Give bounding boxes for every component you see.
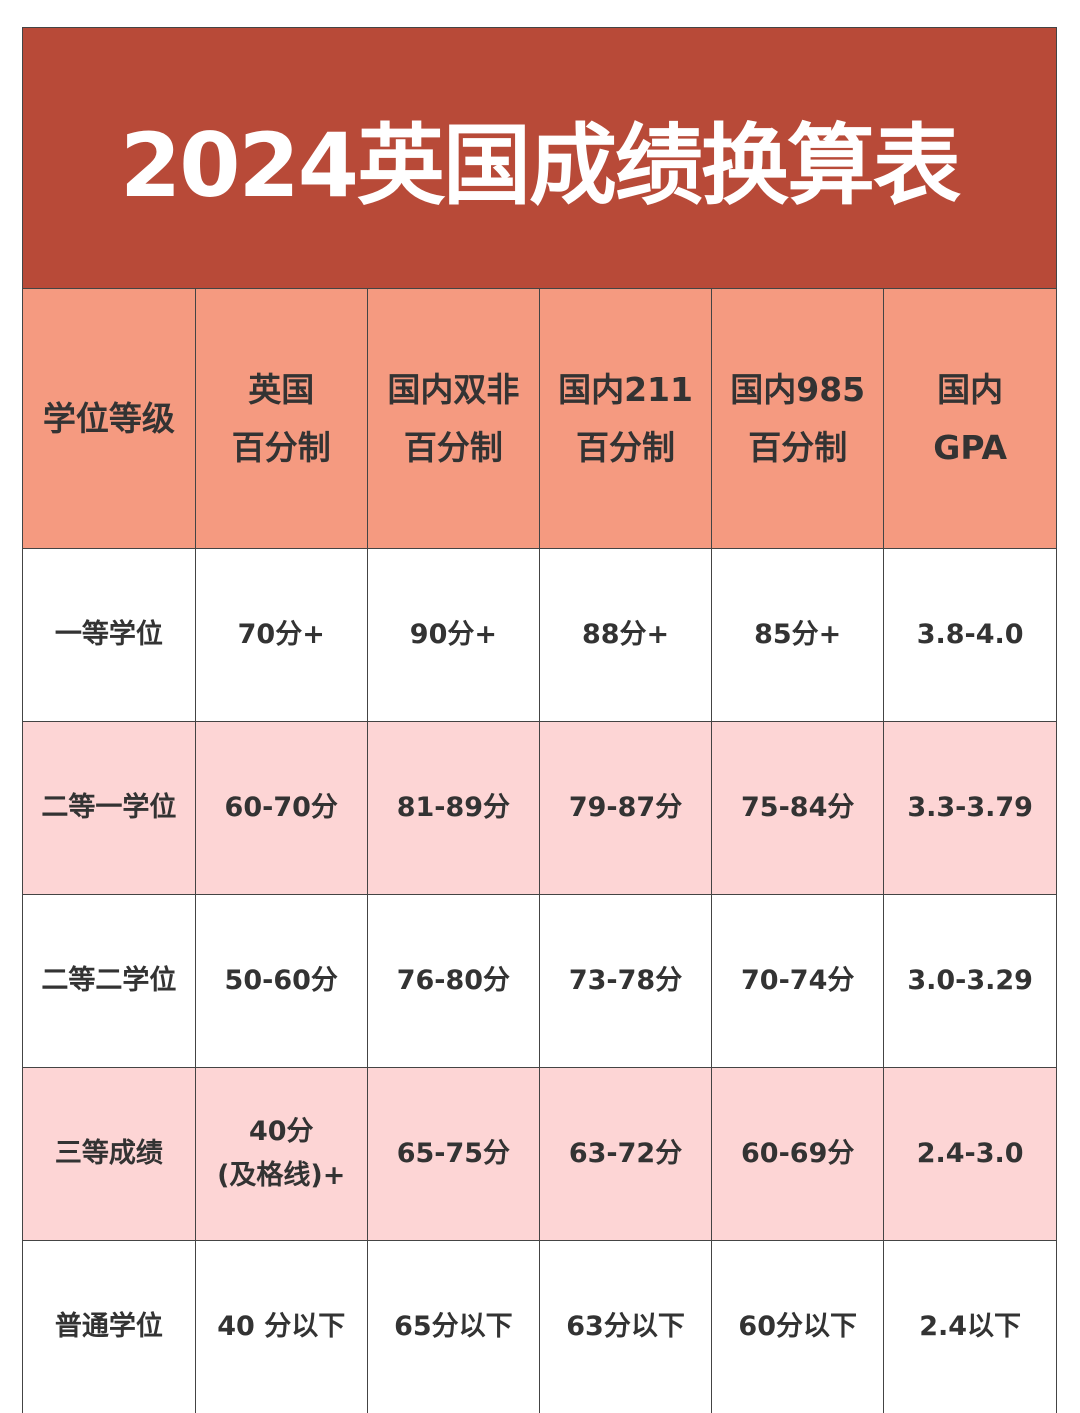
score-cell: 75-84分 xyxy=(711,721,885,895)
score-cell: 2.4以下 xyxy=(883,1240,1056,1413)
cell-text: 63-72分 xyxy=(568,1138,683,1169)
score-cell: 76-80分 xyxy=(366,894,540,1068)
score-cell: 3.0-3.29 xyxy=(883,894,1056,1068)
cell-text: 60-69分 xyxy=(741,1138,855,1169)
cell-text: 40 分以下 xyxy=(217,1311,346,1342)
table-row: 二等二学位 50-60分 76-80分 73-78分 70-74分 3.0-3.29 xyxy=(23,894,1056,1068)
degree-class-cell: 二等一学位 xyxy=(23,721,196,895)
cell-text: 79-87分 xyxy=(568,792,683,823)
cell-text: 85分+ xyxy=(754,619,842,650)
score-cell: 2.4-3.0 xyxy=(883,1067,1056,1241)
score-cell: 65-75分 xyxy=(366,1067,540,1241)
table-row: 二等一学位 60-70分 81-89分 79-87分 75-84分 3.3-3.79 xyxy=(23,721,1056,895)
cell-text: 3.3-3.79 xyxy=(907,792,1033,823)
page-title: 2024英国成绩换算表 xyxy=(23,28,1056,289)
cell-text: 65-75分 xyxy=(396,1138,511,1169)
score-cell: 79-87分 xyxy=(538,721,713,895)
column-header: 国内211 百分制 xyxy=(538,289,713,549)
degree-class-cell: 二等二学位 xyxy=(23,894,196,1068)
header-row: 学位等级 英国 百分制 国内双非 百分制 国内211 百分制 国内985 百分制 国内 GPA xyxy=(23,289,1056,549)
score-cell: 3.8-4.0 xyxy=(883,548,1056,722)
score-cell: 63-72分 xyxy=(538,1067,713,1241)
header-text: 百分制 xyxy=(748,427,848,467)
cell-text: 3.0-3.29 xyxy=(907,965,1033,996)
score-cell: 73-78分 xyxy=(538,894,713,1068)
table-row: 三等成绩 40分 (及格线)+ 65-75分 63-72分 60-69分 2.4-3.0 xyxy=(23,1067,1056,1241)
table-row: 一等学位 70分+ 90分+ 88分+ 85分+ 3.8-4.0 xyxy=(23,548,1056,722)
column-header: 国内双非 百分制 xyxy=(366,289,540,549)
header-text: 国内211 xyxy=(558,369,693,409)
header-text: 国内 xyxy=(937,369,1004,409)
cell-text: 2.4-3.0 xyxy=(916,1138,1024,1169)
cell-text: 70分+ xyxy=(237,619,325,650)
score-cell: 88分+ xyxy=(538,548,713,722)
header-text: 百分制 xyxy=(576,427,676,467)
conversion-table: 学位等级 英国 百分制 国内双非 百分制 国内211 百分制 国内985 百分制 国内 GPA 一等… xyxy=(23,289,1056,1413)
score-cell: 50-60分 xyxy=(194,894,368,1068)
table-row: 普通学位 40 分以下 65分以下 63分以下 60分以下 2.4以下 xyxy=(23,1240,1056,1413)
header-text: 学位等级 xyxy=(42,398,175,438)
cell-text: 63分以下 xyxy=(566,1311,685,1342)
degree-class-cell: 普通学位 xyxy=(23,1240,196,1413)
cell-text: 50-60分 xyxy=(224,965,338,996)
cell-text: 90分+ xyxy=(409,619,497,650)
column-header: 学位等级 xyxy=(23,289,196,549)
cell-text: 81-89分 xyxy=(396,792,511,823)
score-cell: 40分 (及格线)+ xyxy=(194,1067,368,1241)
cell-text: 76-80分 xyxy=(396,965,511,996)
score-cell: 3.3-3.79 xyxy=(883,721,1056,895)
score-cell: 70分+ xyxy=(194,548,368,722)
header-text: GPA xyxy=(933,427,1008,467)
cell-text: 88分+ xyxy=(581,619,670,650)
header-text: 百分制 xyxy=(403,427,503,467)
degree-class-cell: 三等成绩 xyxy=(23,1067,196,1241)
cell-text: 40分 xyxy=(248,1116,314,1147)
cell-text: 65分以下 xyxy=(394,1311,513,1342)
score-cell: 65分以下 xyxy=(366,1240,540,1413)
cell-text: 普通学位 xyxy=(54,1311,163,1342)
cell-text: 2.4以下 xyxy=(919,1311,1022,1342)
cell-text: 60-70分 xyxy=(224,792,338,823)
degree-class-cell: 一等学位 xyxy=(23,548,196,722)
column-header: 英国 百分制 xyxy=(194,289,368,549)
cell-text: 二等二学位 xyxy=(41,965,177,996)
cell-text: 60分以下 xyxy=(738,1311,857,1342)
score-cell: 85分+ xyxy=(711,548,885,722)
cell-text: 75-84分 xyxy=(741,792,855,823)
cell-text: (及格线)+ xyxy=(217,1160,346,1191)
score-cell: 81-89分 xyxy=(366,721,540,895)
score-cell: 60-69分 xyxy=(711,1067,885,1241)
cell-text: 一等学位 xyxy=(54,619,163,650)
score-cell: 60-70分 xyxy=(194,721,368,895)
cell-text: 73-78分 xyxy=(568,965,683,996)
cell-text: 70-74分 xyxy=(741,965,855,996)
header-text: 国内双非 xyxy=(387,369,520,409)
score-cell: 70-74分 xyxy=(711,894,885,1068)
cell-text: 3.8-4.0 xyxy=(916,619,1024,650)
header-text: 国内985 xyxy=(730,369,866,409)
cell-text: 三等成绩 xyxy=(54,1138,163,1169)
cell-text: 二等一学位 xyxy=(41,792,177,823)
score-cell: 63分以下 xyxy=(538,1240,713,1413)
score-cell: 40 分以下 xyxy=(194,1240,368,1413)
column-header: 国内985 百分制 xyxy=(711,289,885,549)
header-text: 百分制 xyxy=(231,427,331,467)
grade-conversion-sheet: 2024英国成绩换算表 学位等级 英国 百分制 国内双非 百分制 国内211 百分制 国内98… xyxy=(22,27,1057,1413)
column-header: 国内 GPA xyxy=(883,289,1056,549)
header-text: 英国 xyxy=(248,369,315,409)
score-cell: 90分+ xyxy=(366,548,540,722)
score-cell: 60分以下 xyxy=(711,1240,885,1413)
